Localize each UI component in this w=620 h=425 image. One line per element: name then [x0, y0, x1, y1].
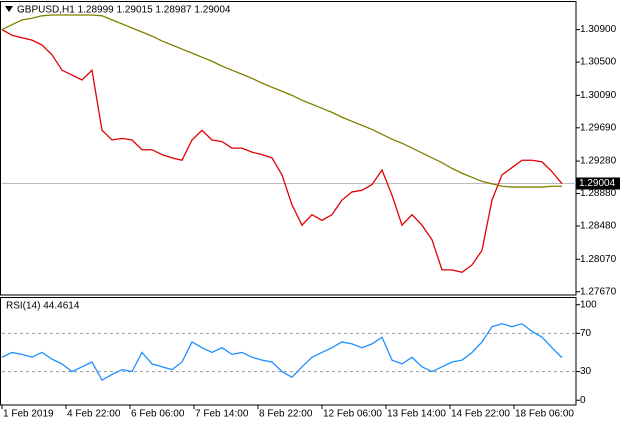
panel-frame: [0, 1, 577, 296]
y-tick-label: 1.30500: [580, 57, 617, 68]
x-tick-label: 14 Feb 22:00: [451, 409, 510, 420]
x-tick-label: 1 Feb 2019: [3, 409, 54, 420]
y-tick-label: 1.30090: [580, 90, 617, 101]
y-tick-label: 70: [580, 328, 592, 339]
y-tick-label: 1.27670: [580, 286, 617, 297]
last-price-box: [576, 177, 620, 190]
y-tick-label: 1.28880: [580, 188, 617, 199]
y-tick-label: 1.28070: [580, 254, 617, 265]
series-line: [1, 323, 563, 382]
y-tick-label: 30: [580, 366, 592, 377]
x-tick-label: 7 Feb 14:00: [195, 409, 249, 420]
y-tick-label: 1.29280: [580, 156, 617, 167]
y-tick-label: 1.30900: [580, 24, 617, 35]
y-tick-label: 1.28480: [580, 221, 617, 232]
y-tick-label: 1.29690: [580, 122, 617, 133]
x-tick-label: 12 Feb 06:00: [323, 409, 382, 420]
x-tick-label: 13 Feb 14:00: [387, 409, 446, 420]
last-price-label: 1.29004: [579, 178, 616, 189]
series-line: [1, 14, 562, 188]
panel-frame: [0, 297, 577, 406]
y-tick-label: 100: [580, 299, 597, 310]
x-tick-label: 18 Feb 06:00: [515, 409, 574, 420]
x-tick-label: 6 Feb 06:00: [131, 409, 185, 420]
panel-title: RSI(14) 44.4614: [6, 301, 80, 312]
menu-arrow[interactable]: [5, 6, 13, 12]
panel-title: GBPUSD,H1 1.28999 1.29015 1.28987 1.2900…: [17, 5, 231, 16]
series-line: [1, 29, 563, 273]
y-tick-label: 0: [580, 395, 586, 406]
x-tick-label: 8 Feb 22:00: [259, 409, 313, 420]
x-tick-label: 4 Feb 22:00: [67, 409, 121, 420]
